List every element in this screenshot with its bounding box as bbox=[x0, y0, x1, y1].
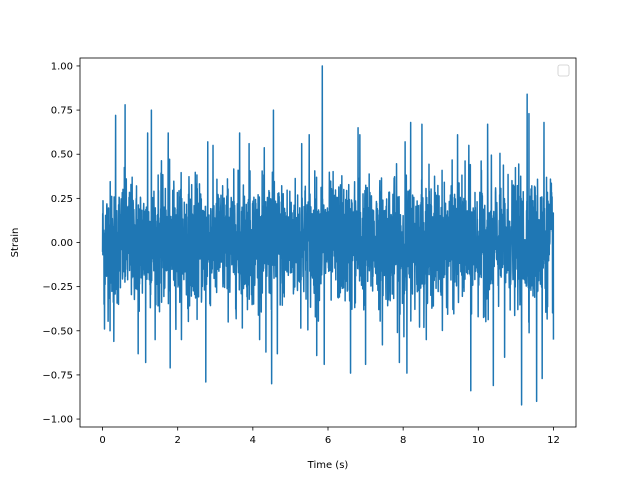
y-tick-label: 0.50 bbox=[51, 150, 73, 161]
y-axis: −1.00 −0.75 −0.50 −0.25 0.00 0.25 0.50 0.75 1.00 bbox=[42, 61, 80, 426]
x-tick-label: 8 bbox=[400, 435, 406, 446]
y-tick-label: 0.75 bbox=[51, 106, 73, 117]
y-tick-label: −1.00 bbox=[42, 415, 73, 426]
x-tick-label: 2 bbox=[175, 435, 181, 446]
legend-box bbox=[557, 64, 570, 77]
y-tick-label: 0.25 bbox=[51, 194, 73, 205]
x-tick-label: 4 bbox=[250, 435, 256, 446]
y-tick-label: −0.25 bbox=[42, 282, 73, 293]
x-axis: 0 2 4 6 8 10 12 bbox=[99, 427, 560, 446]
x-tick-label: 0 bbox=[99, 435, 105, 446]
y-tick-label: 1.00 bbox=[51, 61, 73, 72]
x-tick-label: 10 bbox=[472, 435, 485, 446]
y-tick-label: 0.00 bbox=[51, 238, 73, 249]
x-tick-label: 12 bbox=[547, 435, 560, 446]
signal-line bbox=[101, 65, 555, 406]
y-tick-label: −0.75 bbox=[42, 370, 73, 381]
y-axis-label: Strain bbox=[10, 228, 21, 258]
x-axis-label: Time (s) bbox=[307, 460, 349, 471]
y-tick-label: −0.50 bbox=[42, 326, 73, 337]
x-tick-label: 6 bbox=[325, 435, 331, 446]
plot-area bbox=[101, 65, 555, 406]
